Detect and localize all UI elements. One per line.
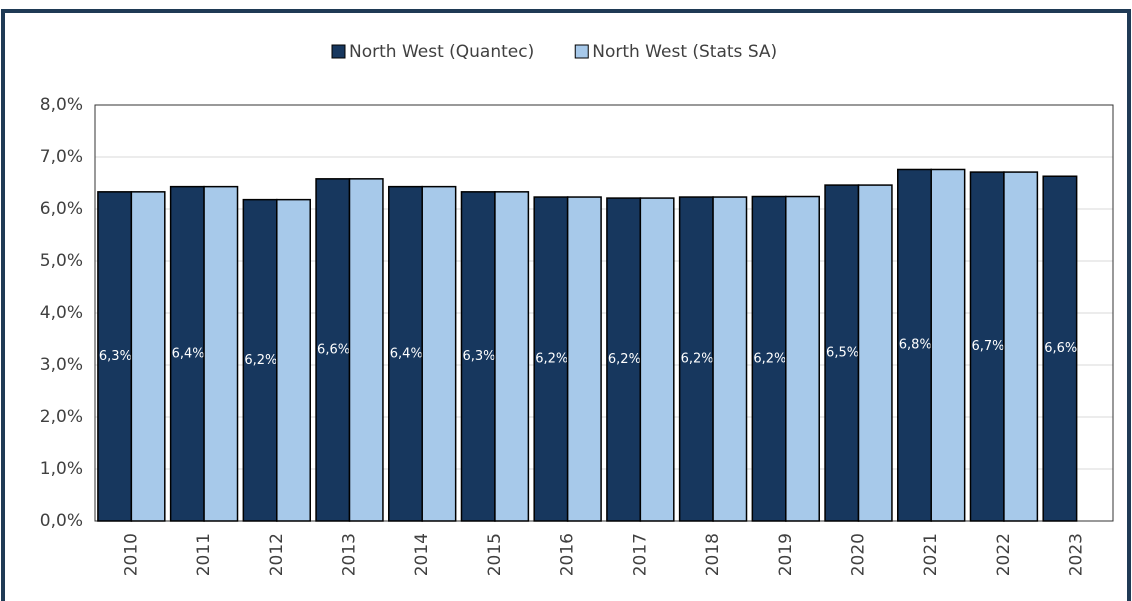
bar [785, 195, 820, 522]
data-label: 6,7% [971, 339, 1004, 354]
data-label: 6,3% [462, 349, 495, 364]
x-tick-label: 2014 [412, 533, 432, 576]
bar [460, 191, 496, 522]
bar [606, 197, 642, 522]
x-tick-label: 2019 [776, 533, 796, 576]
x-tick-label: 2015 [485, 533, 505, 576]
bar [315, 178, 351, 522]
x-tick-label: 2012 [267, 533, 287, 576]
bar [1042, 175, 1078, 522]
plot-border [94, 104, 1114, 522]
x-tick-label: 2022 [994, 533, 1014, 576]
y-tick-label: 5,0% [40, 251, 83, 271]
bar [494, 191, 530, 522]
data-label: 6,4% [390, 346, 423, 361]
y-tick-label: 3,0% [40, 355, 83, 375]
x-tick-label: 2018 [703, 533, 723, 576]
bar [969, 171, 1005, 522]
y-tick-label: 4,0% [40, 303, 83, 323]
bar [533, 196, 569, 522]
bar [678, 196, 714, 522]
legend-swatch [331, 44, 346, 59]
bar [857, 184, 893, 522]
y-tick-label: 2,0% [40, 407, 83, 427]
y-tick-label: 7,0% [40, 147, 83, 167]
data-label: 6,3% [99, 349, 132, 364]
bar [824, 184, 860, 522]
x-tick-label: 2021 [921, 533, 941, 576]
y-tick-label: 1,0% [40, 459, 83, 479]
bar [242, 198, 278, 522]
data-label: 6,2% [681, 352, 714, 367]
y-tick-label: 8,0% [40, 95, 83, 115]
top-strip [0, 0, 1132, 10]
data-label: 6,8% [899, 338, 932, 353]
bar [712, 196, 748, 522]
data-label: 6,5% [826, 346, 859, 361]
y-tick-label: 6,0% [40, 199, 83, 219]
x-tick-label: 2017 [630, 533, 650, 576]
legend-label: North West (Quantec) [349, 42, 534, 62]
bar [1003, 171, 1039, 522]
bar [421, 185, 457, 522]
data-label: 6,6% [317, 342, 350, 357]
x-tick-label: 2020 [849, 533, 869, 576]
bar [169, 185, 205, 522]
bar [97, 191, 133, 522]
x-tick-label: 2023 [1067, 533, 1087, 576]
data-label: 6,2% [753, 351, 786, 366]
bar [348, 178, 384, 522]
legend-label: North West (Stats SA) [592, 42, 777, 62]
x-tick-label: 2013 [340, 533, 360, 576]
bar [130, 191, 166, 522]
x-tick-label: 2010 [121, 533, 141, 576]
bar [639, 197, 675, 522]
bar [276, 198, 311, 522]
x-tick-label: 2016 [558, 533, 578, 576]
bar [751, 195, 787, 522]
x-tick-label: 2011 [194, 533, 214, 576]
legend-swatch [574, 44, 589, 59]
bar [566, 196, 602, 522]
bar [897, 168, 932, 522]
y-tick-label: 0,0% [40, 511, 83, 531]
bar [388, 185, 423, 522]
data-label: 6,4% [172, 346, 205, 361]
data-label: 6,2% [608, 352, 641, 367]
bar [930, 168, 966, 522]
data-label: 6,2% [535, 352, 568, 367]
data-label: 6,6% [1044, 341, 1077, 356]
bar [203, 185, 239, 522]
data-label: 6,2% [244, 353, 277, 368]
